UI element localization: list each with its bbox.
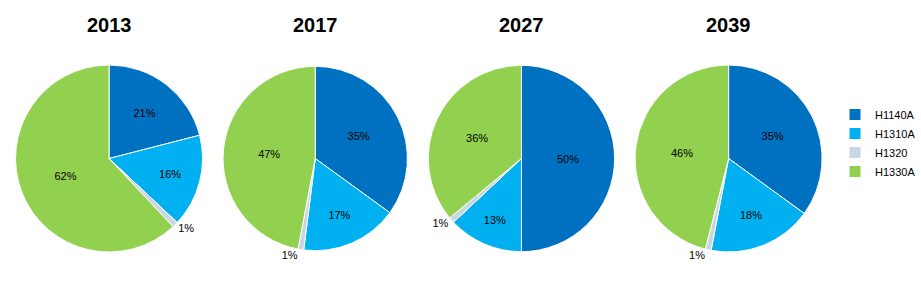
svg-text:1%: 1% xyxy=(432,217,448,229)
svg-text:1%: 1% xyxy=(282,249,298,261)
svg-text:H1310A: H1310A xyxy=(875,128,915,140)
svg-text:18%: 18% xyxy=(740,209,762,221)
svg-text:47%: 47% xyxy=(258,148,280,160)
svg-text:17%: 17% xyxy=(328,209,350,221)
svg-text:21%: 21% xyxy=(133,107,155,119)
svg-text:2027: 2027 xyxy=(499,14,544,36)
svg-text:1%: 1% xyxy=(689,249,705,261)
svg-text:13%: 13% xyxy=(484,214,506,226)
svg-text:36%: 36% xyxy=(466,132,488,144)
svg-text:46%: 46% xyxy=(671,147,693,159)
svg-text:62%: 62% xyxy=(54,170,76,182)
svg-text:50%: 50% xyxy=(557,153,579,165)
svg-text:H1140A: H1140A xyxy=(875,109,915,121)
svg-text:2017: 2017 xyxy=(293,14,338,36)
svg-text:1%: 1% xyxy=(178,222,194,234)
svg-text:2039: 2039 xyxy=(706,14,751,36)
svg-text:H1330A: H1330A xyxy=(875,166,915,178)
svg-text:35%: 35% xyxy=(762,130,784,142)
svg-text:2013: 2013 xyxy=(87,14,132,36)
svg-text:H1320: H1320 xyxy=(875,147,907,159)
svg-text:16%: 16% xyxy=(159,168,181,180)
svg-text:35%: 35% xyxy=(348,130,370,142)
